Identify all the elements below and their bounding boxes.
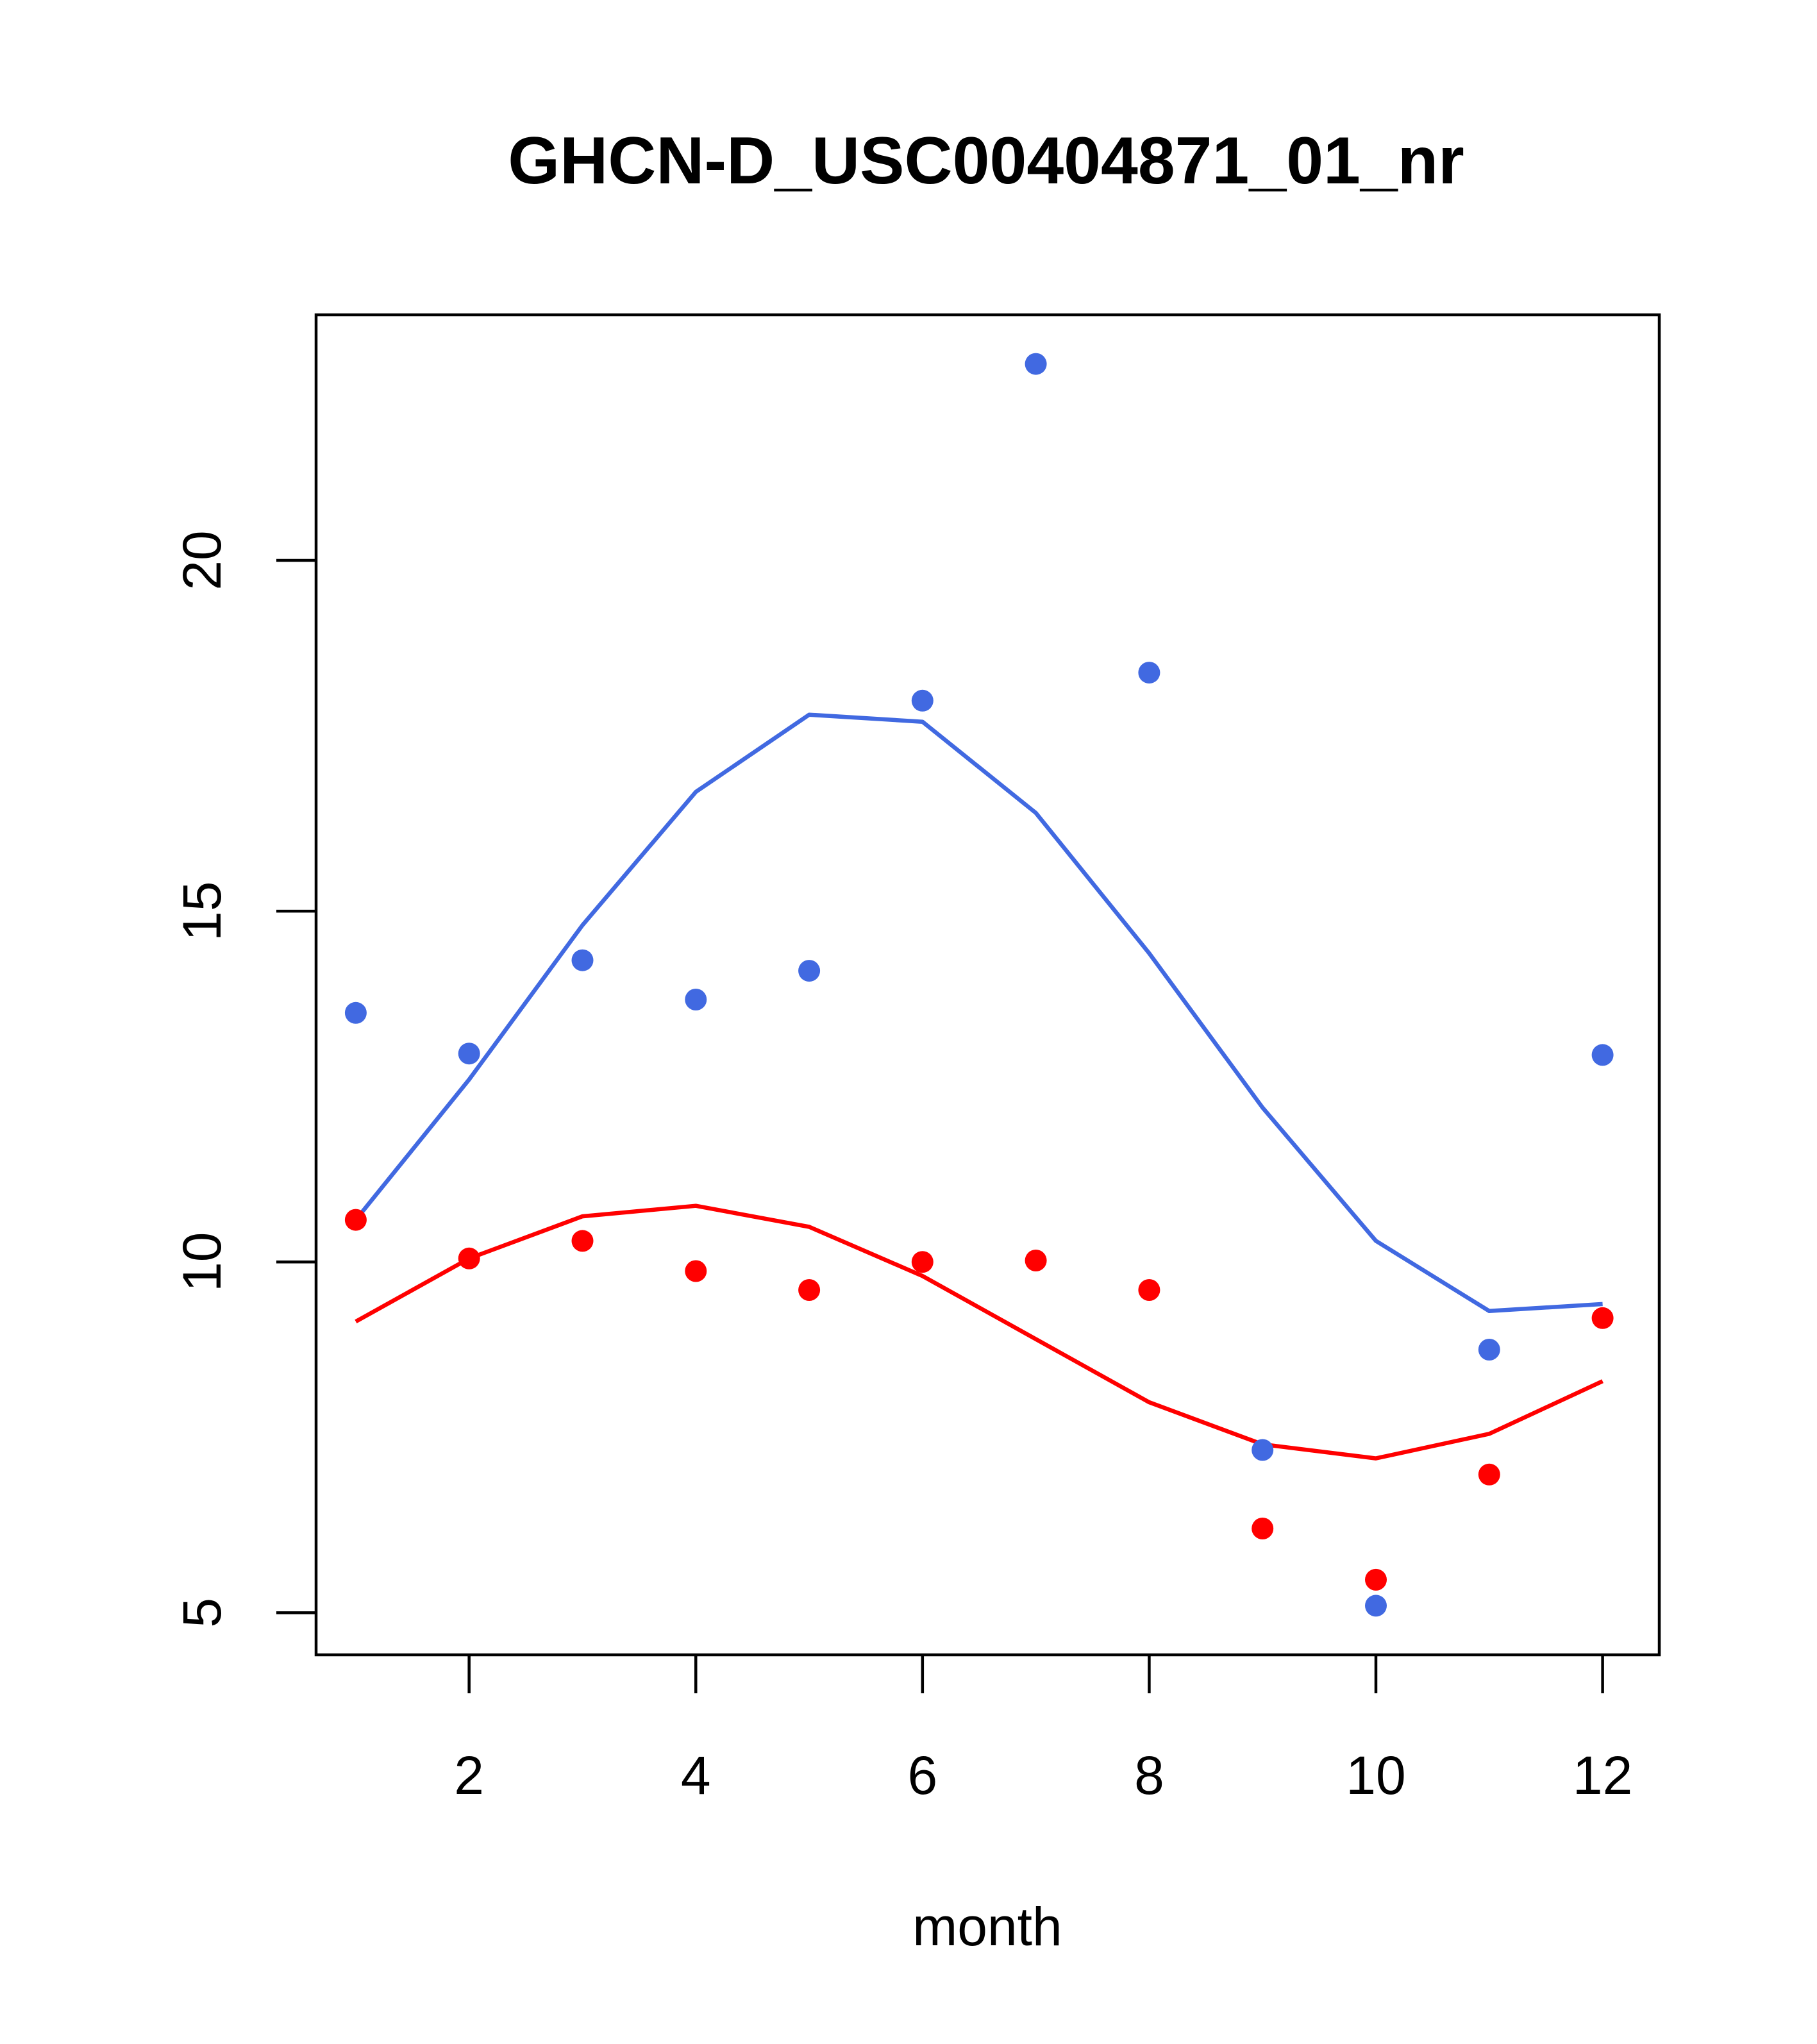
series-1-point [911,689,934,712]
series-2-line [355,1203,1603,1461]
y-tick-label: 20 [172,530,232,590]
series-1-point [344,1001,367,1024]
series-2-point [1478,1463,1500,1486]
series-1-point [1478,1339,1500,1361]
series-1-point [458,1043,480,1065]
x-tick-label: 4 [681,1745,711,1805]
series-2-point [1252,1518,1274,1539]
series-2-point [458,1247,480,1269]
series-2-point [1365,1568,1387,1591]
x-tick-label: 6 [907,1745,937,1805]
series-2-point [798,1279,821,1301]
y-axis: 5 10 15 20 [172,530,316,1628]
x-tick-label: 12 [1573,1745,1632,1805]
series-1-point [685,989,707,1010]
series-2-point [1591,1307,1614,1329]
series-1-point [1138,662,1160,684]
series-2-point [1138,1279,1160,1301]
y-tick-label: 5 [172,1598,232,1628]
y-tick-label: 10 [172,1232,232,1291]
plot-frame [314,313,1661,1657]
series-1-point [1252,1439,1274,1461]
x-axis-label: month [912,1897,1062,1957]
chart-title: GHCN-D_USC00404871_01_nr [508,124,1464,198]
series-2-point [685,1260,707,1282]
series-1-point [571,949,594,971]
x-tick-label: 2 [454,1745,484,1805]
series-1-point [1591,1044,1614,1066]
series-1-line [354,712,1603,1314]
x-axis: 2 4 6 8 10 12 [454,1655,1632,1805]
x-tick-label: 10 [1346,1745,1405,1805]
series-2-point [1025,1250,1047,1271]
series-2-point [911,1251,934,1273]
series-points [344,353,1614,1617]
series-2-point [571,1230,594,1252]
series-1-point [1025,353,1047,375]
x-tick-label: 8 [1134,1745,1164,1805]
series-1-point [1365,1595,1387,1617]
series-1-point [798,960,821,982]
y-tick-label: 15 [172,881,232,941]
series-2-point [344,1209,367,1231]
series-lines [354,712,1603,1461]
